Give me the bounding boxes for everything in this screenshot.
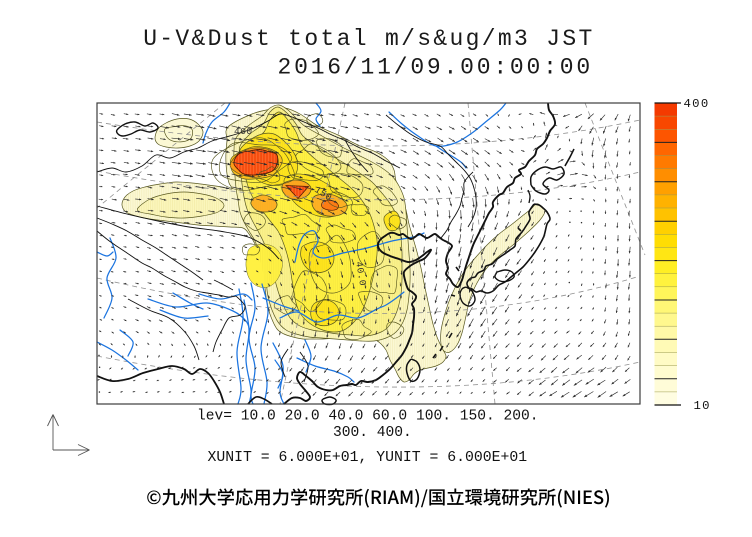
svg-text:XUNIT = 6.000E+01, YUNIT = 6.0: XUNIT = 6.000E+01, YUNIT = 6.000E+01 [208,450,528,466]
svg-text:400: 400 [234,126,253,137]
svg-text:10: 10 [694,399,711,413]
svg-text:300. 400.: 300. 400. [333,425,412,441]
svg-text:2016/11/09.00:00:00: 2016/11/09.00:00:00 [278,55,593,81]
svg-text:U-V&Dust total m/s&ug/m3 JST: U-V&Dust total m/s&ug/m3 JST [143,26,594,52]
svg-text:40.0: 40.0 [353,261,368,287]
svg-text:lev= 10.0 20.0 40.0 60.0 100.: lev= 10.0 20.0 40.0 60.0 100. 150. 200. [197,409,539,425]
svg-text:400: 400 [684,97,710,111]
